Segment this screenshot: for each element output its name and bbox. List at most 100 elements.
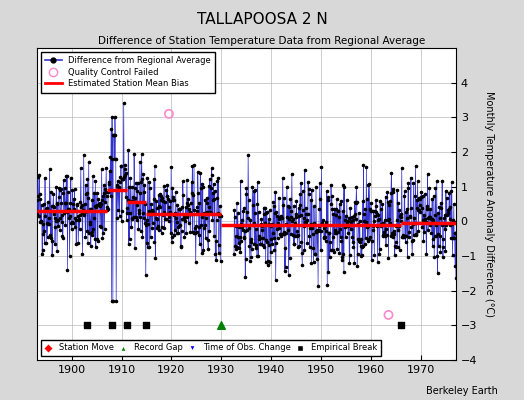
- Point: [362, 219, 370, 225]
- Point: [181, 212, 189, 218]
- Point: [253, 201, 261, 207]
- Point: [244, 196, 253, 203]
- Point: [421, 191, 429, 198]
- Point: [62, 200, 70, 206]
- Point: [423, 205, 431, 212]
- Point: [237, 237, 246, 244]
- Point: [165, 111, 173, 117]
- Point: [355, 238, 364, 244]
- Point: [141, 220, 149, 226]
- Point: [190, 207, 198, 214]
- Point: [321, 234, 330, 240]
- Point: [122, 194, 130, 200]
- Point: [413, 204, 421, 211]
- Point: [352, 216, 360, 222]
- Point: [77, 204, 85, 210]
- Point: [334, 228, 343, 235]
- Point: [309, 231, 317, 238]
- Point: [268, 241, 277, 247]
- Point: [247, 254, 255, 260]
- Point: [197, 222, 205, 228]
- Point: [36, 218, 44, 225]
- Point: [173, 202, 182, 208]
- Point: [186, 229, 194, 235]
- Point: [236, 177, 245, 184]
- Point: [366, 206, 374, 212]
- Point: [387, 190, 395, 196]
- Point: [194, 224, 203, 230]
- Point: [244, 152, 253, 159]
- Point: [179, 215, 188, 221]
- Point: [339, 250, 347, 257]
- Point: [84, 239, 92, 246]
- Point: [159, 212, 168, 218]
- Point: [243, 209, 252, 215]
- Point: [427, 206, 435, 212]
- Point: [167, 230, 175, 236]
- Point: [299, 223, 308, 229]
- Point: [52, 200, 61, 206]
- Point: [330, 249, 338, 256]
- Point: [107, 322, 116, 328]
- Point: [206, 185, 215, 191]
- Point: [293, 233, 301, 240]
- Point: [249, 188, 258, 195]
- Point: [350, 212, 358, 219]
- Point: [429, 217, 437, 223]
- Point: [397, 322, 405, 328]
- Point: [360, 218, 368, 224]
- Point: [314, 223, 323, 229]
- Point: [429, 243, 437, 249]
- Point: [367, 200, 375, 206]
- Point: [237, 221, 245, 227]
- Point: [239, 204, 248, 211]
- Point: [133, 188, 141, 194]
- Point: [72, 201, 81, 208]
- Point: [184, 220, 193, 227]
- Point: [252, 241, 260, 248]
- Point: [347, 214, 356, 220]
- Point: [91, 178, 100, 185]
- Point: [290, 203, 298, 209]
- Point: [311, 229, 320, 236]
- Point: [127, 215, 136, 222]
- Point: [383, 232, 391, 238]
- Point: [212, 217, 221, 224]
- Point: [180, 234, 189, 240]
- Point: [332, 230, 341, 236]
- Point: [231, 213, 239, 220]
- Point: [384, 217, 392, 224]
- Point: [204, 182, 213, 189]
- Point: [41, 206, 50, 213]
- Point: [57, 200, 65, 207]
- Point: [130, 151, 138, 157]
- Point: [176, 222, 184, 228]
- Point: [35, 213, 43, 220]
- Point: [306, 224, 314, 231]
- Point: [366, 234, 374, 241]
- Point: [297, 212, 305, 219]
- Point: [422, 203, 431, 210]
- Point: [280, 268, 289, 274]
- Point: [102, 189, 110, 196]
- Point: [418, 216, 427, 223]
- Point: [259, 204, 268, 211]
- Point: [142, 222, 150, 228]
- Point: [317, 164, 325, 170]
- Point: [168, 238, 176, 245]
- Point: [183, 177, 191, 183]
- Point: [125, 236, 134, 242]
- Point: [409, 221, 417, 227]
- Point: [90, 215, 98, 221]
- Point: [399, 232, 408, 239]
- Point: [198, 214, 206, 220]
- Point: [315, 180, 324, 186]
- Point: [110, 132, 118, 138]
- Point: [390, 228, 398, 234]
- Point: [282, 184, 291, 190]
- Point: [310, 220, 319, 226]
- Point: [34, 213, 42, 220]
- Point: [92, 204, 101, 210]
- Point: [357, 253, 365, 260]
- Point: [399, 234, 407, 240]
